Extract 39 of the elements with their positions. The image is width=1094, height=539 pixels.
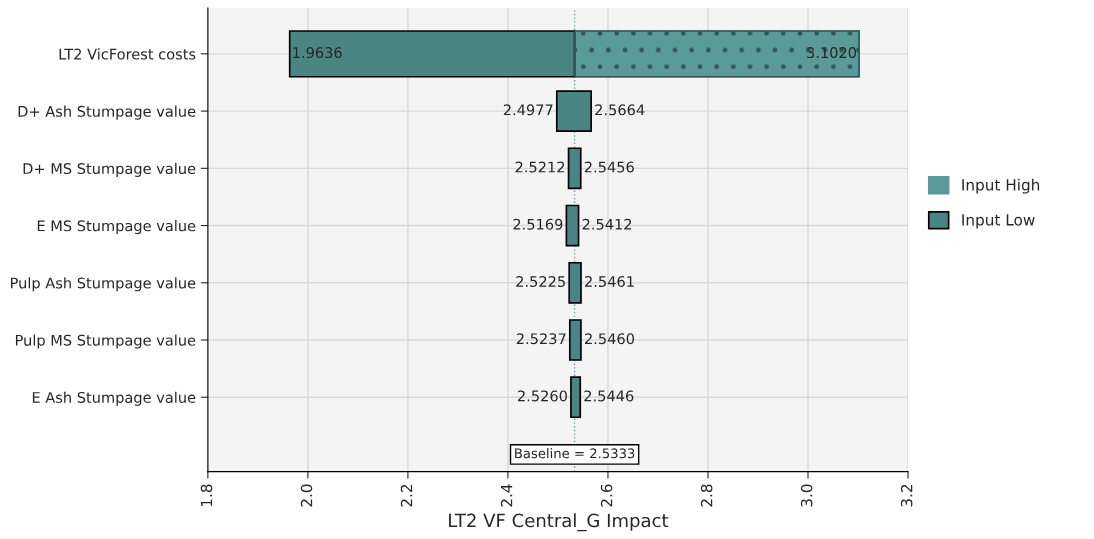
x-tick-label: 2.8 [700,484,713,507]
annotation: 2.5460 [585,333,635,345]
x-tick-label: 3.0 [800,484,813,507]
annotation: 2.5456 [584,161,634,173]
bar [570,376,582,419]
annotation: 2.5237 [516,333,566,345]
annotation: 3.1020 [807,47,857,59]
annotation: 2.5225 [516,275,565,288]
bar [568,319,582,361]
ref-line-label: Baseline = 2.5333 [515,448,635,459]
annotation: 2.5664 [595,104,645,116]
x-tick-label: 3.2 [900,484,913,507]
x-tick-label: 2.0 [300,484,313,507]
bar [555,90,592,132]
x-tick-label: 2.6 [600,484,613,507]
x-tick-label: 2.2 [400,484,413,507]
annotation: 2.5446 [584,390,634,402]
x-tick-label: 1.8 [200,484,213,507]
bar [568,261,582,304]
bar [565,204,580,247]
legend-label: Input High [962,178,1040,194]
y-tick-label: D+ MS Stumpage value [23,162,196,177]
y-tick-label: E MS Stumpage value [37,220,196,235]
y-tick-label: Pulp MS Stumpage value [15,334,196,349]
annotation: 2.5412 [582,218,632,230]
x-axis-title: LT2 VF Central_G Impact [449,513,669,532]
annotation: 2.5212 [515,161,565,173]
annotation: 2.4977 [503,104,553,116]
annotation: 1.9636 [293,47,342,59]
x-tick-label: 2.4 [500,484,513,507]
annotation: 2.5461 [585,275,634,288]
y-tick-label: E Ash Stumpage value [32,391,196,406]
y-tick-label: LT2 VicForest costs [59,48,196,60]
annotation: 2.5260 [517,390,567,402]
bar [567,147,582,190]
y-tick-label: D+ Ash Stumpage value [18,105,196,120]
y-tick-label: Pulp Ash Stumpage value [10,277,196,292]
annotation: 2.5169 [513,218,563,230]
legend-label: Input Low [962,214,1035,229]
